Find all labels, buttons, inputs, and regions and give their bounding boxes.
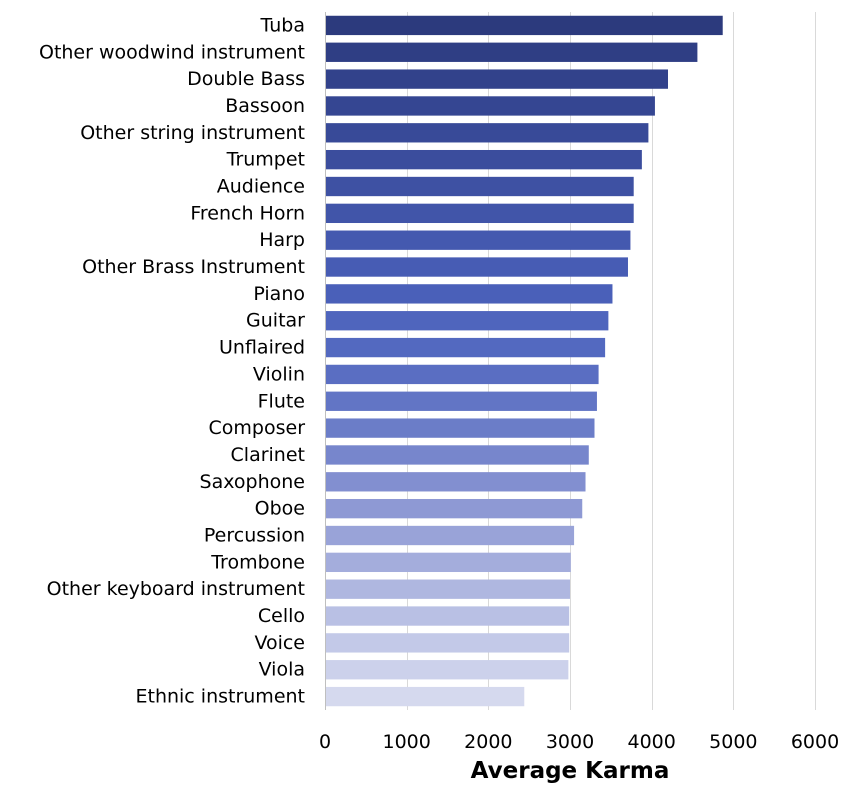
bar xyxy=(326,257,628,277)
x-tick-label: 1000 xyxy=(382,731,430,753)
category-label: Piano xyxy=(253,283,305,305)
bar xyxy=(326,498,583,519)
bar xyxy=(326,69,668,89)
category-label: Harp xyxy=(259,229,305,251)
bar xyxy=(326,203,634,224)
category-label: Tuba xyxy=(260,14,305,36)
x-tick-label: 4000 xyxy=(627,731,675,753)
category-label: Viola xyxy=(259,659,305,681)
category-label: Clarinet xyxy=(231,444,305,466)
bar xyxy=(326,660,569,680)
x-tick-label: 3000 xyxy=(546,731,594,753)
category-label: Double Bass xyxy=(187,68,305,90)
category-label: Voice xyxy=(254,632,305,654)
category-label: Trumpet xyxy=(226,149,305,171)
bar xyxy=(326,15,723,36)
category-label: Ethnic instrument xyxy=(135,686,305,708)
category-labels: Tuba Other woodwind instrument Double Bass… xyxy=(39,14,305,707)
bar xyxy=(326,364,599,385)
bar xyxy=(326,123,649,143)
category-label: Other woodwind instrument xyxy=(39,41,305,63)
x-tick-label: 2000 xyxy=(464,731,512,753)
bar xyxy=(326,579,570,599)
category-label: Other keyboard instrument xyxy=(47,578,305,600)
category-label: Other Brass Instrument xyxy=(82,256,305,278)
bar xyxy=(326,606,570,626)
x-tick-label: 5000 xyxy=(709,731,757,753)
bar xyxy=(326,633,570,653)
category-label: Cello xyxy=(258,605,305,627)
category-label: French Horn xyxy=(190,202,305,224)
x-tick-label: 6000 xyxy=(791,731,839,753)
bar xyxy=(326,391,597,411)
x-tick-label: 0 xyxy=(319,731,331,753)
category-label: Composer xyxy=(209,417,306,439)
category-label: Guitar xyxy=(246,310,305,332)
category-label: Bassoon xyxy=(225,95,305,117)
bar xyxy=(326,472,586,492)
category-label: Oboe xyxy=(255,498,305,520)
bar xyxy=(326,686,525,707)
category-label: Percussion xyxy=(204,525,305,547)
bar xyxy=(326,96,655,116)
category-label: Other string instrument xyxy=(80,122,305,144)
category-label: Audience xyxy=(217,176,305,198)
bars xyxy=(326,15,723,707)
bar xyxy=(326,230,631,250)
grid-lines xyxy=(325,12,816,710)
category-label: Flute xyxy=(258,390,305,412)
category-label: Saxophone xyxy=(200,471,305,493)
x-tick-labels: 0 1000 2000 3000 4000 5000 6000 xyxy=(319,731,839,753)
bar xyxy=(326,337,606,358)
category-label: Violin xyxy=(253,363,305,385)
bar xyxy=(326,418,595,438)
bar xyxy=(326,552,571,573)
bar xyxy=(326,284,613,304)
bar xyxy=(326,42,698,62)
bar xyxy=(326,525,575,546)
category-label: Trombone xyxy=(210,551,305,573)
bar xyxy=(326,176,634,197)
x-axis-title: Average Karma xyxy=(471,758,670,784)
bar xyxy=(326,149,642,170)
bar xyxy=(326,445,589,465)
bar xyxy=(326,311,609,331)
category-label: Unflaired xyxy=(219,337,305,359)
